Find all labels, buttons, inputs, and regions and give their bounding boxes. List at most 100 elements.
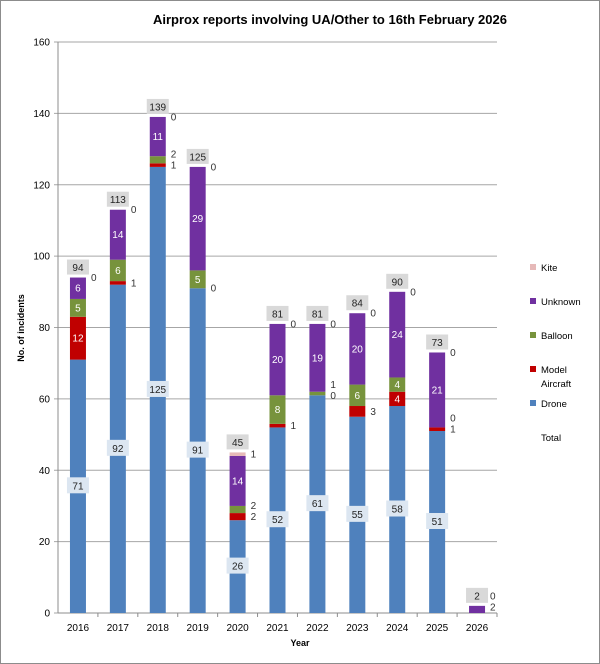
data-label-model-aircraft: 1 — [131, 278, 137, 289]
bar-segment-model-aircraft — [269, 423, 286, 428]
total-label: 81 — [312, 309, 324, 320]
legend-label-total: Total — [541, 433, 561, 444]
data-label-kite: 0 — [91, 273, 97, 284]
total-label-bg — [146, 98, 169, 114]
data-label-bg — [346, 505, 369, 522]
data-label-unknown: 14 — [232, 476, 244, 487]
y-tick-label: 100 — [33, 252, 50, 263]
data-label-model-aircraft: 12 — [72, 334, 84, 345]
data-label-unknown: 21 — [432, 385, 444, 396]
bar-segment-unknown — [69, 277, 86, 299]
data-label-unknown: 29 — [192, 214, 204, 225]
bar-segment-unknown — [429, 352, 446, 428]
total-label-bg — [266, 305, 289, 321]
data-label-drone: 52 — [272, 515, 284, 526]
x-tick-label: 2024 — [386, 623, 409, 634]
y-tick-label: 0 — [44, 609, 50, 620]
data-label-model-aircraft: 1 — [171, 161, 177, 172]
data-label-unknown: 2 — [490, 603, 496, 614]
data-label-balloon: 4 — [394, 380, 400, 391]
data-label-model-aircraft: 4 — [394, 394, 400, 405]
data-label-balloon: 5 — [195, 275, 201, 286]
x-tick-label: 2026 — [466, 623, 489, 634]
bar-segment-unknown — [349, 313, 366, 385]
bar-segment-unknown — [269, 323, 286, 396]
data-label-unknown: 19 — [312, 353, 324, 364]
total-label: 84 — [352, 299, 364, 310]
data-label-balloon: 6 — [115, 266, 121, 277]
data-label-model-aircraft: 3 — [370, 407, 376, 418]
x-tick-label: 2018 — [147, 623, 170, 634]
data-label-kite: 0 — [171, 112, 177, 123]
bar-segment-balloon — [229, 505, 246, 514]
x-tick-label: 2021 — [266, 623, 289, 634]
data-label-bg — [186, 441, 209, 458]
bar-segment-balloon — [309, 391, 326, 396]
total-label-bg — [466, 587, 489, 603]
data-label-unknown: 6 — [75, 284, 81, 295]
data-label-drone: 26 — [232, 562, 244, 573]
bar-segment-model-aircraft — [389, 391, 406, 407]
x-tick-label: 2020 — [226, 623, 249, 634]
x-tick-label: 2017 — [107, 623, 130, 634]
legend-label: Unknown — [541, 297, 581, 308]
legend-swatch — [530, 400, 536, 406]
x-tick-label: 2023 — [346, 623, 369, 634]
y-tick-label: 40 — [39, 466, 51, 477]
total-label: 90 — [392, 277, 404, 288]
x-tick-label: 2016 — [67, 623, 90, 634]
total-label-bg — [346, 295, 369, 311]
x-tick-label: 2022 — [306, 623, 329, 634]
bar-segment-balloon — [269, 395, 286, 424]
legend-label: Balloon — [541, 331, 573, 342]
data-label-balloon: 8 — [275, 405, 281, 416]
total-label-bg — [226, 434, 249, 450]
data-label-kite: 0 — [410, 287, 416, 298]
y-tick-label: 140 — [33, 109, 50, 120]
total-label: 81 — [272, 309, 284, 320]
data-label-bg — [226, 557, 249, 574]
data-label-unknown: 11 — [153, 132, 164, 143]
data-label-unknown: 14 — [112, 230, 124, 241]
bar-segment-balloon — [149, 156, 166, 164]
data-label-kite: 0 — [450, 348, 456, 359]
data-label-bg — [266, 511, 289, 528]
data-label-balloon: 2 — [251, 501, 257, 512]
total-label-bg — [106, 191, 129, 207]
bar-segment-unknown — [389, 291, 406, 378]
total-label: 139 — [149, 102, 166, 113]
bar-segment-balloon — [69, 298, 86, 317]
data-label-balloon: 2 — [171, 150, 177, 161]
total-label: 45 — [232, 438, 244, 449]
data-label-bg — [66, 477, 89, 494]
total-label-bg — [66, 259, 89, 275]
total-label-bg — [386, 273, 409, 289]
bar-segment-balloon — [389, 377, 406, 392]
bar-segment-model-aircraft — [149, 163, 166, 167]
total-label: 73 — [432, 338, 444, 349]
data-label-unknown: 20 — [352, 344, 364, 355]
bar-segment-balloon — [349, 384, 366, 407]
data-label-drone: 71 — [72, 481, 84, 492]
bar-segment-model-aircraft — [349, 406, 366, 417]
data-label-unknown: 24 — [392, 330, 404, 341]
y-axis-label: No. of incidents — [16, 294, 26, 362]
data-label-balloon: 1 — [330, 380, 336, 391]
data-label-kite: 0 — [211, 162, 217, 173]
total-label: 125 — [189, 152, 206, 163]
bar-segment-unknown — [229, 455, 246, 506]
total-label-bg — [426, 334, 449, 350]
bar-segment-model-aircraft — [229, 513, 246, 521]
bar-segment-model-aircraft — [69, 316, 86, 360]
data-label-drone: 61 — [312, 499, 324, 510]
bar-segment-balloon — [109, 259, 126, 282]
chart-title: Airprox reports involving UA/Other to 16… — [153, 12, 507, 27]
data-label-balloon: 5 — [75, 303, 81, 314]
bar-segment-unknown — [309, 323, 326, 392]
total-label: 94 — [72, 263, 84, 274]
data-label-drone: 92 — [112, 444, 124, 455]
x-tick-label: 2019 — [187, 623, 210, 634]
legend-label: Aircraft — [541, 379, 571, 390]
data-label-drone: 125 — [149, 385, 166, 396]
data-label-model-aircraft: 0 — [211, 284, 217, 295]
